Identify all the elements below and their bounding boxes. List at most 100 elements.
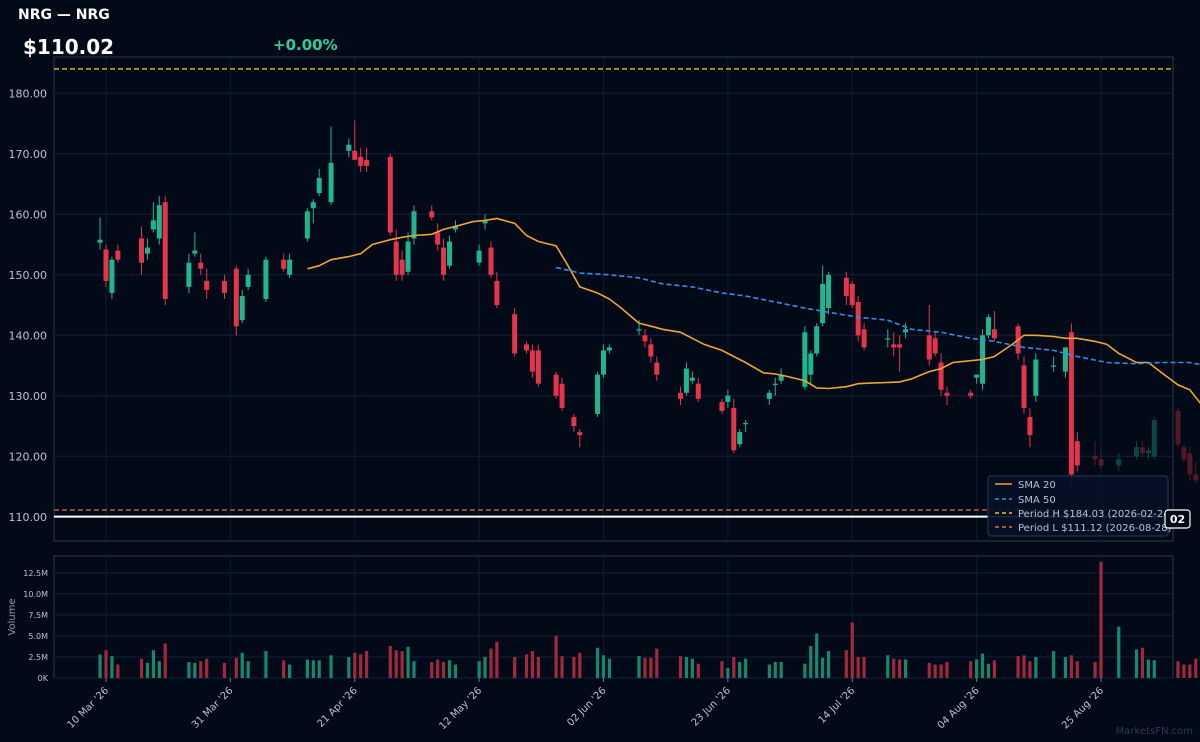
candle-body xyxy=(1139,447,1145,454)
volume-bar xyxy=(1152,660,1156,678)
volume-tick-label: 12.5M xyxy=(23,569,48,578)
candle xyxy=(974,374,980,384)
volume-bar xyxy=(406,646,410,678)
candle xyxy=(494,271,500,309)
volume-bar xyxy=(240,652,244,678)
candle-body xyxy=(239,295,245,321)
volume-bar xyxy=(1099,561,1103,678)
y-tick-label: 110.00 xyxy=(9,511,48,524)
candle xyxy=(968,389,974,399)
candle xyxy=(263,256,269,303)
candle-body xyxy=(435,232,441,245)
candle-body xyxy=(778,374,784,381)
candle-body xyxy=(606,347,612,351)
volume-bar xyxy=(980,653,985,678)
volume-bar xyxy=(1034,656,1038,678)
volume-bar xyxy=(282,660,286,678)
candle xyxy=(891,332,897,357)
candle-body xyxy=(695,383,701,399)
candle-body xyxy=(364,159,370,166)
volume-bar xyxy=(139,658,144,678)
candle xyxy=(435,223,441,251)
candle-body xyxy=(1116,459,1122,466)
y-tick-label: 180.00 xyxy=(9,87,48,100)
candle-body xyxy=(814,326,820,354)
candle xyxy=(1134,441,1140,460)
volume-bar xyxy=(595,647,600,678)
volume-bar xyxy=(288,664,292,678)
candle-body xyxy=(885,338,891,340)
ticker-title: NRG — NRG xyxy=(18,7,110,23)
candle-body xyxy=(861,329,867,348)
volume-bar xyxy=(927,662,931,678)
candle-body xyxy=(97,239,103,243)
candle-body xyxy=(482,220,488,224)
candle xyxy=(529,344,535,378)
volume-bar xyxy=(1140,647,1145,678)
candle xyxy=(1181,444,1187,463)
volume-tick-label: 2.5M xyxy=(28,653,48,662)
volume-bar xyxy=(560,656,564,678)
candle xyxy=(429,205,435,221)
volume-bar xyxy=(554,635,558,678)
volume-bar xyxy=(489,648,493,678)
candle xyxy=(677,386,683,405)
volume-bar xyxy=(1194,658,1198,678)
candle-body xyxy=(358,156,364,166)
volume-bar xyxy=(684,656,689,678)
volume-bar xyxy=(116,664,120,678)
volume-bar xyxy=(353,652,357,678)
candle xyxy=(192,232,198,257)
volume-bar xyxy=(933,664,937,678)
candle-body xyxy=(1145,450,1151,454)
candle-body xyxy=(648,344,654,357)
candle-body xyxy=(233,268,239,327)
candle-body xyxy=(683,368,689,393)
volume-bar xyxy=(945,662,949,678)
candle xyxy=(885,329,891,348)
candle-body xyxy=(204,280,210,290)
volume-bar xyxy=(767,664,771,678)
candle-body xyxy=(310,202,316,209)
candle-body xyxy=(399,259,405,275)
candle-body xyxy=(636,329,642,331)
current-price: $110.02 xyxy=(23,35,114,59)
x-tick-label: 23 Jun '26 xyxy=(690,685,733,728)
volume-bar xyxy=(690,658,694,678)
candle xyxy=(186,253,192,293)
candle xyxy=(932,332,938,357)
candle-body xyxy=(571,416,577,427)
sma20-line xyxy=(307,217,1200,405)
volume-bar xyxy=(986,663,991,678)
candle xyxy=(287,253,293,278)
candle-body xyxy=(855,302,861,336)
candle-body xyxy=(772,383,778,385)
volume-bar xyxy=(892,658,896,678)
volume-bar xyxy=(234,657,238,678)
candle xyxy=(1116,453,1122,472)
volume-grid xyxy=(54,556,1173,679)
last-price-badge: 02 xyxy=(1164,509,1191,529)
candle xyxy=(204,268,210,299)
volume-bar xyxy=(536,656,540,678)
volume-bar xyxy=(992,660,996,678)
candle xyxy=(1151,416,1157,460)
candle xyxy=(411,205,417,245)
candle-body xyxy=(387,156,393,233)
candle-body xyxy=(926,335,932,360)
y-tick-label: 160.00 xyxy=(9,208,48,221)
candle-body xyxy=(1021,365,1027,408)
candle-body xyxy=(1092,456,1098,460)
candle-body xyxy=(192,250,198,254)
candle-body xyxy=(535,350,541,384)
candle-body xyxy=(731,407,737,451)
volume-bar xyxy=(205,658,209,678)
candle-body xyxy=(677,392,683,399)
candle xyxy=(488,241,494,278)
candle-body xyxy=(287,259,293,275)
volume-bar xyxy=(1188,664,1192,678)
volume-bar xyxy=(264,651,268,678)
candle-body xyxy=(186,262,192,287)
volume-bar xyxy=(850,622,854,678)
candle-body xyxy=(476,250,482,263)
